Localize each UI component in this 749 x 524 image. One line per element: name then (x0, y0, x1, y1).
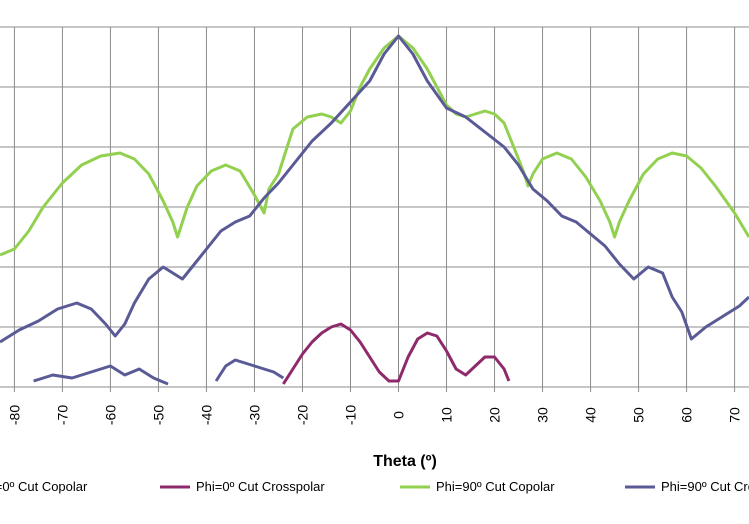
x-axis-label: Theta (º) (373, 453, 437, 470)
x-tick-label: 10 (439, 407, 455, 423)
legend-label: Phi=0º Cut Crosspolar (196, 479, 325, 494)
x-tick-label: 0 (391, 411, 407, 419)
series-line-1 (282, 322, 511, 385)
x-tick-label: -70 (54, 405, 70, 425)
x-tick-label: -20 (294, 405, 310, 425)
legend-label: Phi=90º Cut Crosspolar (661, 479, 749, 494)
x-tick-label: -30 (246, 405, 262, 425)
x-tick-label: 40 (583, 407, 599, 423)
series-line-4 (33, 364, 169, 386)
series-line-2 (0, 34, 749, 257)
x-tick-label: -80 (6, 405, 22, 425)
x-axis-ticks: -80 -70 -60 -50 -40 -30 -20 -10 0 10 20 30 40 50 60 70 (6, 387, 743, 425)
x-tick-label: 70 (727, 407, 743, 423)
x-tick-label: 60 (679, 407, 695, 423)
series-line-5 (214, 358, 285, 382)
legend-label: Phi=90º Cut Copolar (436, 479, 555, 494)
legend-label: Phi=0º Cut Copolar (0, 479, 88, 494)
plot-series (0, 34, 749, 386)
x-tick-label: -40 (198, 405, 214, 425)
x-tick-label: -60 (102, 405, 118, 425)
x-tick-label: -10 (342, 405, 358, 425)
legend: Phi=0º Cut Copolar Phi=0º Cut Crosspolar P… (0, 479, 749, 494)
x-tick-label: 50 (631, 407, 647, 423)
series-line-3 (0, 34, 749, 344)
x-tick-label: -50 (150, 405, 166, 425)
x-tick-label: 30 (535, 407, 551, 423)
x-tick-label: 20 (487, 407, 503, 423)
